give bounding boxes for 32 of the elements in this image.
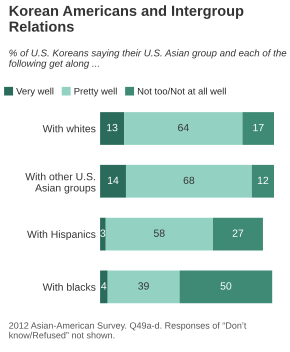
data-label: 58: [154, 230, 165, 237]
bar: [252, 164, 274, 198]
text: 2012 Asian-American Survey. Q49a-d. Responses of “Don’t know/Refused” not shown.: [9, 322, 246, 338]
bar: [124, 112, 243, 145]
bar: [212, 218, 263, 250]
data-label: 17: [253, 124, 264, 132]
data-label: 13: [107, 124, 118, 132]
legend-label: Pretty well: [74, 88, 117, 96]
data-label: 12: [258, 176, 268, 184]
data-label: 27: [232, 230, 244, 237]
data-label: 4: [101, 282, 106, 290]
y-tick-label: With blacks: [42, 283, 96, 291]
bar: [242, 112, 274, 145]
data-label: 64: [178, 124, 189, 132]
bar: [106, 218, 213, 250]
bar: [107, 270, 180, 304]
chart-title: Korean Americans and Intergroup Relations: [10, 5, 244, 32]
y-tick-label: With Hispanics: [27, 230, 96, 240]
legend-label: Not too/Not at all well: [138, 88, 226, 95]
bar: [126, 164, 252, 198]
data-label: 3: [100, 230, 106, 237]
bar: [100, 112, 124, 145]
y-tick-label: With whites: [42, 124, 96, 132]
chart-subtitle: % of U.S. Koreans saying their U.S. Asian group and each of the following get along ...: [9, 49, 286, 69]
data-label: 50: [220, 282, 232, 290]
data-label: 68: [184, 176, 194, 184]
bar: [180, 270, 272, 304]
y-tick-label: With other U.S. Asian groups: [25, 172, 96, 194]
legend-label: Very well: [16, 88, 54, 96]
data-label: 39: [138, 282, 149, 290]
data-label: 14: [108, 176, 118, 184]
bar: [100, 164, 126, 198]
